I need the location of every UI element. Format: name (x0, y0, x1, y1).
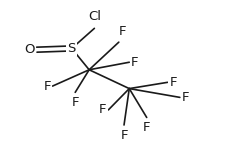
Text: F: F (119, 25, 126, 38)
Text: S: S (68, 42, 76, 55)
Text: F: F (43, 80, 51, 93)
Text: F: F (182, 91, 189, 104)
Text: F: F (72, 96, 79, 109)
Text: O: O (25, 43, 35, 56)
Text: Cl: Cl (88, 10, 101, 23)
Text: F: F (131, 56, 139, 69)
Text: F: F (120, 129, 128, 142)
Text: F: F (169, 76, 177, 89)
Text: F: F (143, 121, 151, 134)
Text: F: F (99, 104, 107, 116)
